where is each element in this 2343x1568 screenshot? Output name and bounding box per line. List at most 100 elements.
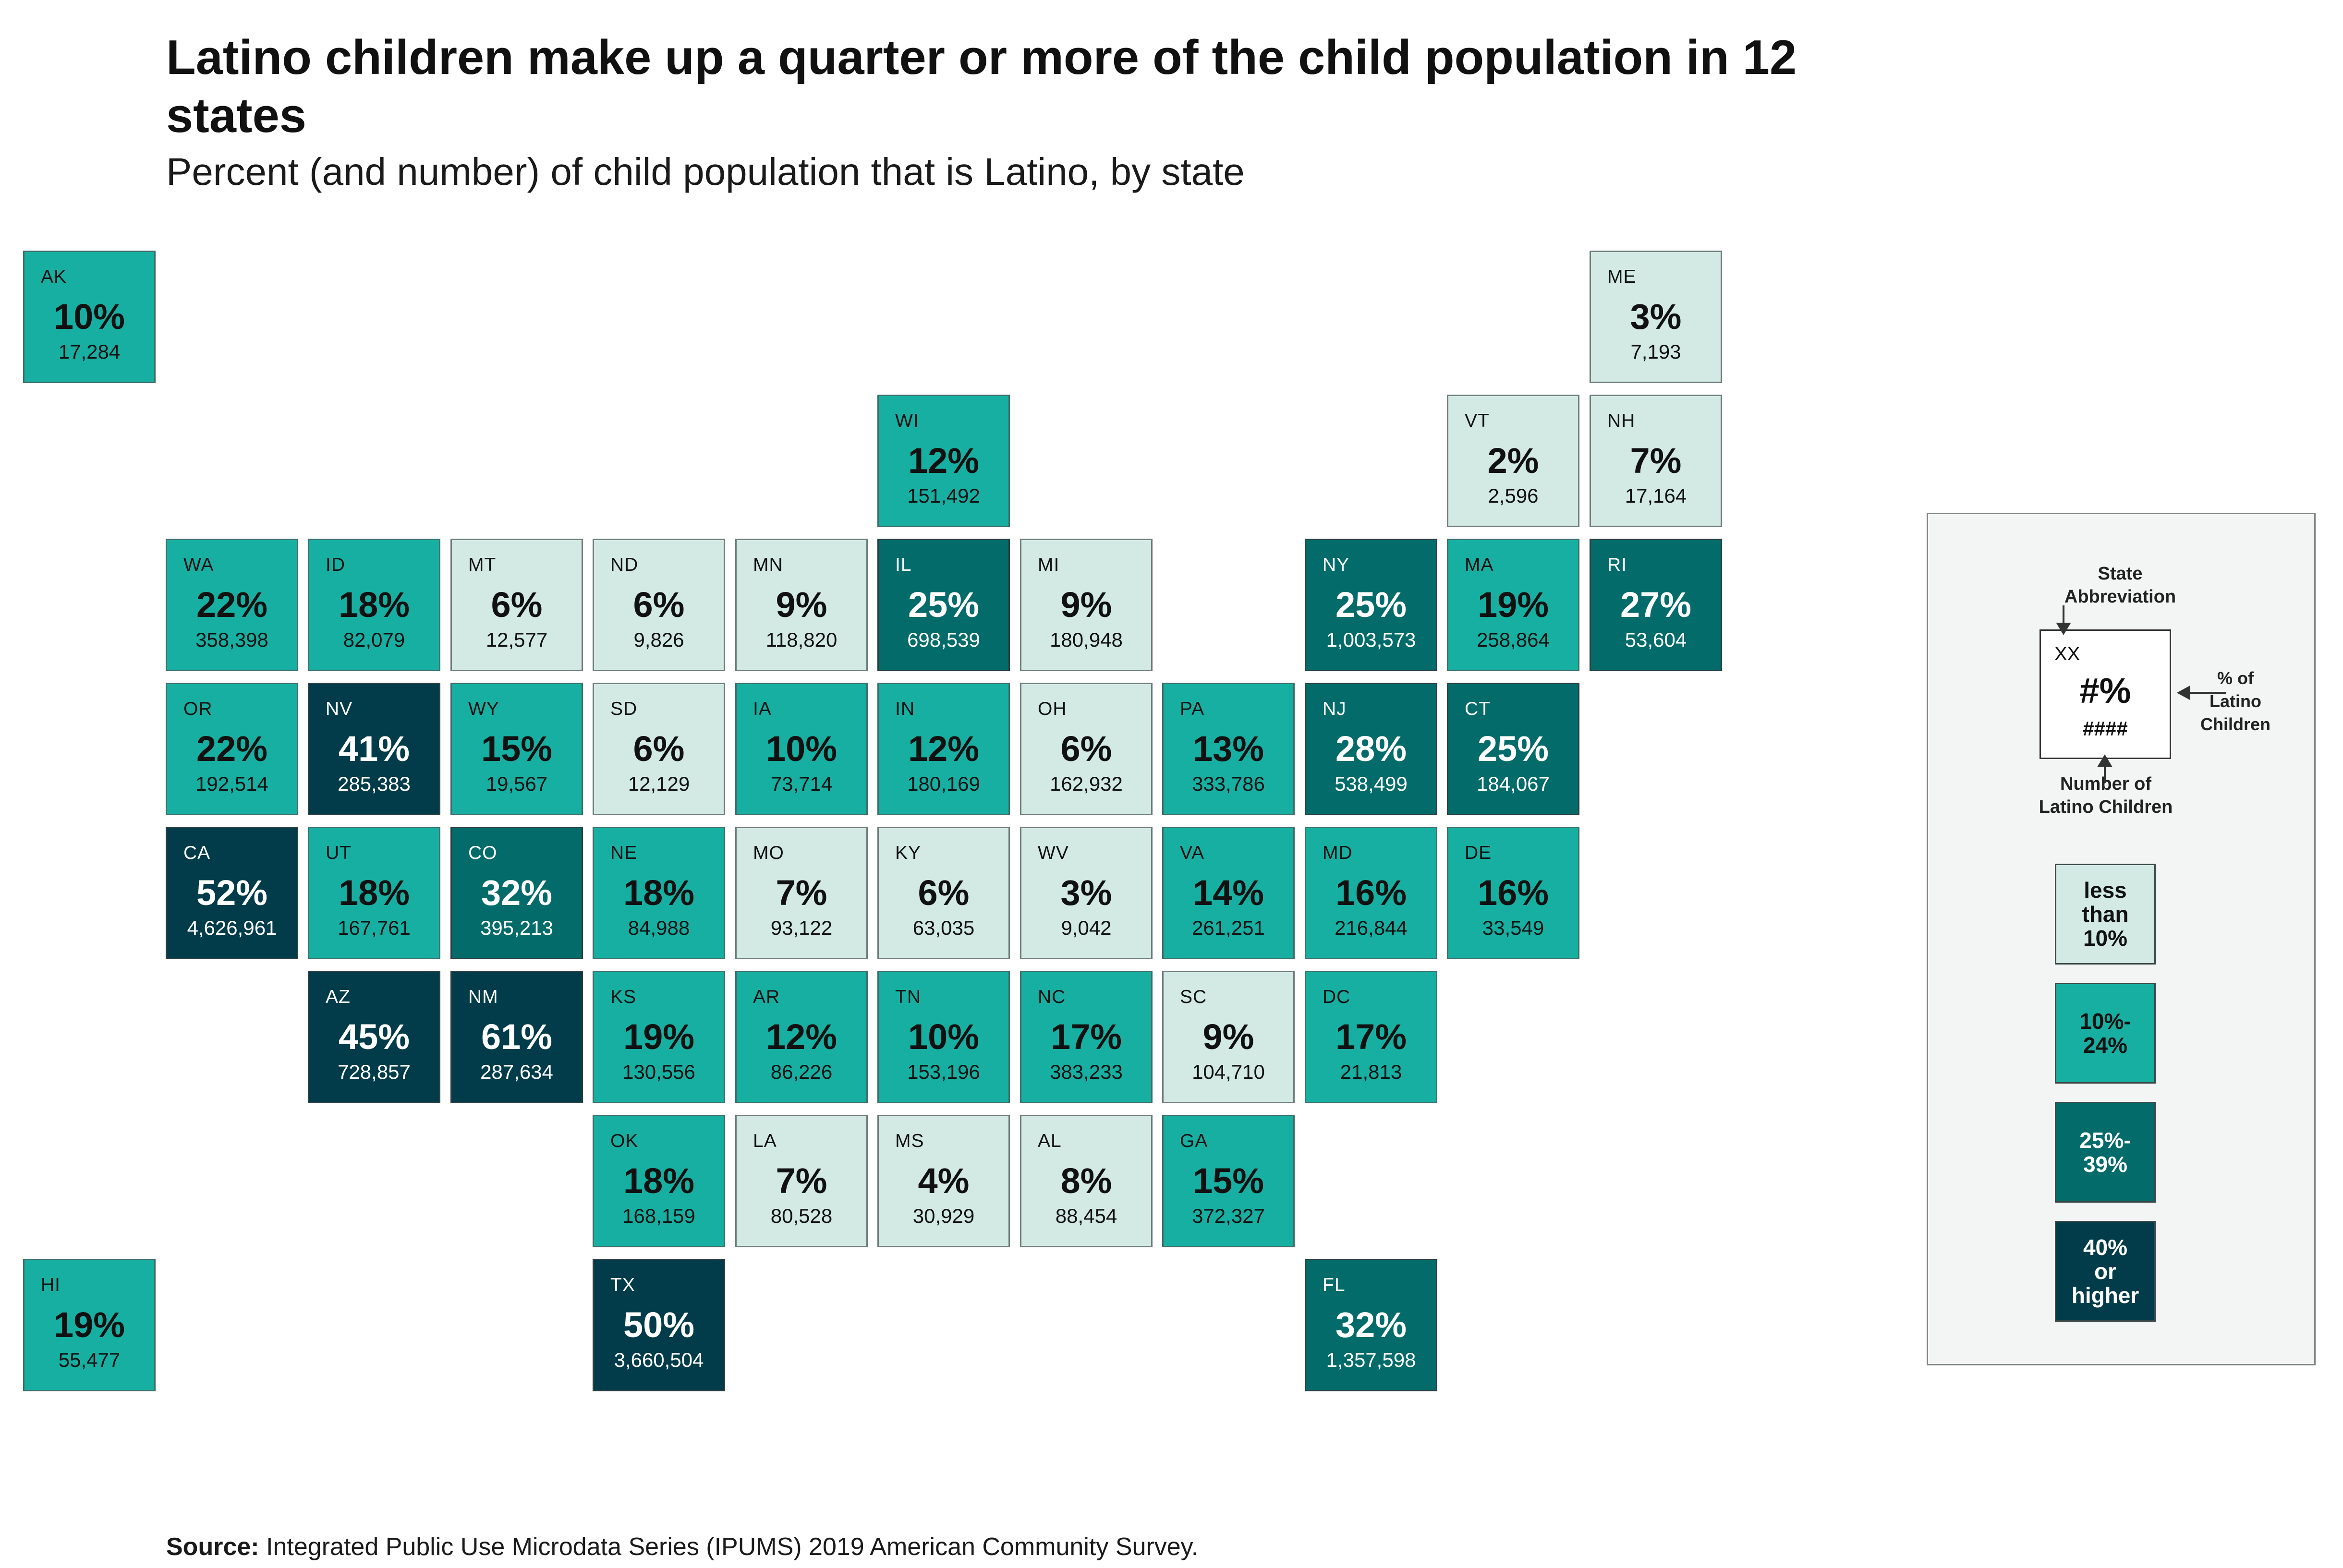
state-tile-oh: OH 6% 162,932: [1020, 683, 1153, 815]
chart-subtitle: Percent (and number) of child population…: [166, 150, 1245, 193]
legend-key-pct: #%: [2079, 671, 2131, 711]
state-count: 21,813: [1340, 1061, 1402, 1083]
state-count: 4,626,961: [187, 917, 277, 939]
state-percent: 19%: [53, 1305, 125, 1345]
state-count: 383,233: [1050, 1061, 1123, 1083]
state-percent: 7%: [776, 1161, 827, 1201]
state-count: 17,164: [1625, 484, 1687, 507]
state-percent: 12%: [765, 1017, 838, 1057]
state-percent: 22%: [196, 729, 268, 769]
source-text: Integrated Public Use Microdata Series (…: [266, 1533, 1199, 1561]
state-count: 287,634: [480, 1061, 553, 1083]
state-tile-in: IN 12% 180,169: [877, 683, 1010, 815]
state-abbr: MS: [895, 1131, 924, 1151]
state-percent: 10%: [53, 297, 125, 337]
state-tile-ms: MS 4% 30,929: [877, 1115, 1010, 1247]
state-count: 3,660,504: [614, 1349, 704, 1371]
state-count: 192,514: [195, 772, 268, 795]
state-percent: 22%: [196, 585, 268, 625]
state-percent: 16%: [1335, 873, 1407, 913]
state-abbr: IN: [895, 699, 915, 719]
state-tile-mi: MI 9% 180,948: [1020, 539, 1153, 671]
state-percent: 9%: [1202, 1017, 1254, 1057]
state-tile-id: ID 18% 82,079: [308, 539, 440, 671]
state-count: 698,539: [907, 628, 980, 651]
state-percent: 25%: [1477, 729, 1549, 769]
state-percent: 4%: [918, 1161, 970, 1201]
legend-swatch-label: 10%- 24%: [2079, 1009, 2131, 1058]
state-tile-vt: VT 2% 2,596: [1447, 395, 1579, 527]
state-tile-nm: NM 61% 287,634: [450, 971, 583, 1103]
legend-swatch-lt10: less than 10%: [2055, 864, 2156, 965]
state-percent: 6%: [633, 585, 685, 625]
state-percent: 25%: [908, 585, 980, 625]
state-tile-va: VA 14% 261,251: [1162, 827, 1295, 959]
state-percent: 32%: [481, 873, 553, 913]
legend-swatch-label: less than 10%: [2082, 878, 2129, 951]
state-percent: 41%: [338, 729, 410, 769]
state-abbr: IL: [895, 555, 912, 575]
state-percent: 3%: [1060, 873, 1112, 913]
legend-state-abbr-label: State Abbreviation: [2064, 564, 2176, 607]
state-abbr: RI: [1607, 555, 1627, 575]
state-tile-ri: RI 27% 53,604: [1590, 539, 1722, 671]
state-count: 30,929: [912, 1205, 975, 1227]
state-abbr: AR: [753, 987, 780, 1007]
state-count: 82,079: [343, 628, 405, 651]
state-percent: 14%: [1192, 873, 1264, 913]
state-count: 80,528: [770, 1205, 833, 1227]
state-count: 55,477: [58, 1349, 121, 1371]
state-count: 130,556: [622, 1061, 695, 1083]
legend-panel: State Abbreviation XX #% #### % of Latin…: [1927, 513, 2316, 1365]
state-percent: 8%: [1060, 1161, 1112, 1201]
state-tile-mt: MT 6% 12,577: [450, 539, 583, 671]
state-tile-ok: OK 18% 168,159: [593, 1115, 725, 1247]
state-abbr: DE: [1465, 843, 1492, 863]
state-percent: 25%: [1335, 585, 1407, 625]
state-count: 86,226: [770, 1061, 833, 1083]
state-count: 118,820: [765, 628, 838, 651]
state-count: 9,042: [1061, 917, 1112, 939]
state-tile-al: AL 8% 88,454: [1020, 1115, 1153, 1247]
state-count: 162,932: [1050, 772, 1123, 795]
state-count: 93,122: [770, 917, 833, 939]
state-abbr: NM: [468, 987, 498, 1007]
legend-swatch-b25_39: 25%- 39%: [2055, 1102, 2156, 1203]
state-tile-me: ME 3% 7,193: [1590, 251, 1722, 383]
state-tile-or: OR 22% 192,514: [166, 683, 298, 815]
state-tile-ut: UT 18% 167,761: [308, 827, 440, 959]
state-tile-wy: WY 15% 19,567: [450, 683, 583, 815]
state-count: 333,786: [1192, 772, 1265, 795]
state-percent: 3%: [1630, 297, 1682, 337]
state-abbr: OK: [610, 1131, 639, 1151]
state-tile-mo: MO 7% 93,122: [735, 827, 868, 959]
state-count: 63,035: [912, 917, 975, 939]
state-percent: 15%: [481, 729, 553, 769]
state-tile-wv: WV 3% 9,042: [1020, 827, 1153, 959]
state-tile-ks: KS 19% 130,556: [593, 971, 725, 1103]
state-count: 1,003,573: [1326, 628, 1416, 651]
state-abbr: WI: [895, 410, 919, 431]
state-tile-sc: SC 9% 104,710: [1162, 971, 1295, 1103]
state-tile-ia: IA 10% 73,714: [735, 683, 868, 815]
state-percent: 19%: [1477, 585, 1549, 625]
state-count: 395,213: [480, 917, 553, 939]
legend-swatch-b10_24: 10%- 24%: [2055, 983, 2156, 1084]
state-percent: 32%: [1335, 1305, 1407, 1345]
state-abbr: LA: [753, 1131, 777, 1151]
state-percent: 7%: [776, 873, 827, 913]
state-abbr: WY: [468, 699, 499, 719]
state-percent: 27%: [1620, 585, 1692, 625]
state-tile-nh: NH 7% 17,164: [1590, 395, 1722, 527]
state-abbr: MO: [753, 843, 784, 863]
state-abbr: AZ: [326, 987, 351, 1007]
state-abbr: KS: [610, 987, 637, 1007]
state-tile-tx: TX 50% 3,660,504: [593, 1259, 725, 1391]
state-tile-co: CO 32% 395,213: [450, 827, 583, 959]
state-percent: 9%: [776, 585, 827, 625]
state-tile-ky: KY 6% 63,035: [877, 827, 1010, 959]
state-percent: 6%: [633, 729, 685, 769]
state-count: 168,159: [622, 1205, 695, 1227]
state-abbr: AL: [1038, 1131, 1062, 1151]
state-tile-ca: CA 52% 4,626,961: [166, 827, 298, 959]
